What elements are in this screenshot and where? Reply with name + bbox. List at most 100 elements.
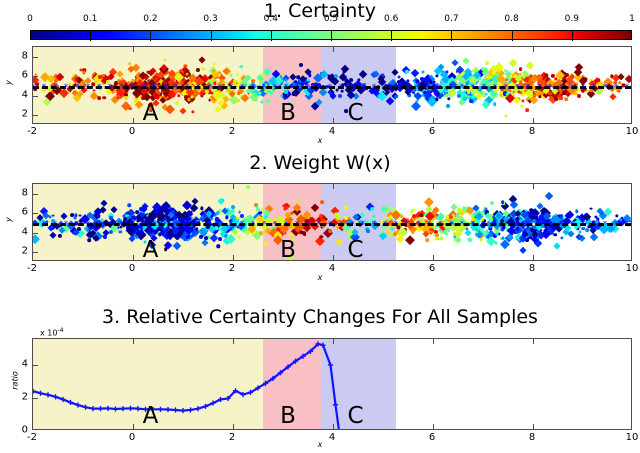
x-tick-label: 2 [228,432,236,443]
scatter-point [141,232,146,237]
x-tick-mark [233,255,234,260]
scatter-point [513,74,518,78]
scatter-point [102,95,107,100]
y-tick-label: 2 [21,108,28,120]
region-label-a: A [142,402,159,429]
scatter-point [525,237,530,242]
scatter-point [299,230,303,234]
scatter-point [468,99,473,104]
midline-star-marker: * [195,220,201,230]
x-tick-mark [233,339,234,344]
midline-star-marker: * [327,220,333,230]
panel-ratio-x-axis-label: x [317,440,323,449]
scatter-point [339,225,343,229]
scatter-point [114,80,119,85]
scatter-point [421,219,425,224]
scatter-point [490,201,494,206]
scatter-point [290,211,294,215]
scatter-point [419,213,423,218]
scatter-point [415,79,420,83]
midline-star-marker: * [305,83,311,93]
midline-star-marker: * [261,83,267,93]
scatter-point [87,238,91,243]
scatter-point [484,207,488,211]
y-tick-label: 2 [21,391,28,403]
x-tick-label: 4 [328,432,336,443]
colorbar-tick-label: 1 [629,14,635,24]
midline-star-marker: * [349,220,355,230]
scatter-point [284,203,289,207]
scatter-point [191,110,195,114]
scatter-point [157,82,161,86]
scatter-point [524,209,528,213]
x-tick-label: 8 [528,263,536,274]
scatter-point [525,61,535,71]
scatter-point [123,96,128,101]
midline-star-marker: * [151,83,157,93]
scatter-point [482,94,486,98]
midline-star-marker: * [206,83,212,93]
region-label-b: B [280,402,296,429]
x-tick-label: 0 [128,126,136,137]
midline-star-marker: * [481,220,487,230]
scatter-point [138,206,143,211]
scatter-point [544,192,554,201]
scatter-point [498,93,503,98]
scatter-point [594,79,599,83]
scatter-point [518,90,523,95]
scatter-point [392,68,399,75]
scatter-point [457,208,462,213]
x-tick-mark [433,339,434,344]
scatter-point [435,82,439,87]
scatter-point [203,236,208,241]
scatter-point [207,90,212,95]
x-tick-label: 2 [228,263,236,274]
y-tick-label: 6 [21,206,28,218]
y-tick-mark [33,398,38,400]
scatter-point [589,89,593,93]
scatter-point [393,232,397,236]
midline-star-marker: * [151,220,157,230]
midline-star-marker: * [547,83,553,93]
scatter-point [471,95,475,99]
midline-star-marker: * [33,221,35,230]
y-tick-mark [33,56,38,58]
scatter-point [146,70,150,74]
scatter-point [82,82,86,87]
scatter-point [554,96,559,101]
scatter-point [210,91,214,95]
scatter-point [446,228,451,232]
midline-star-marker: * [261,220,267,230]
scatter-point [125,213,129,218]
scatter-point [218,236,222,241]
scatter-point [469,82,473,86]
scatter-point [540,224,545,229]
colorbar-tick-label: 0.4 [263,14,278,24]
midline-star-marker: * [327,83,333,93]
x-tick-mark [133,339,134,344]
scatter-point [396,225,400,229]
midline-star-marker: * [184,220,190,230]
colorbar-tick-label: 0 [27,14,33,24]
y-tick-mark [33,213,38,215]
scatter-point [418,218,423,223]
scatter-point [445,84,450,88]
scatter-point [484,60,489,65]
scatter-point [596,217,600,222]
scatter-point [223,80,227,85]
x-tick-mark [433,118,434,123]
midline-star-marker: * [613,220,619,230]
x-tick-label: 0 [128,432,136,443]
scatter-point [70,213,75,218]
scatter-point [256,207,260,212]
midline-star-marker: * [470,83,476,93]
midline-star-marker: * [272,220,278,230]
midline-star-marker: * [580,83,586,93]
scatter-point [617,72,625,81]
scatter-point [482,219,487,224]
scatter-point [533,225,537,230]
scatter-point [445,93,449,97]
colorbar-tick-label: 0.6 [384,14,399,24]
scatter-point [480,211,484,216]
scatter-point [613,81,617,85]
